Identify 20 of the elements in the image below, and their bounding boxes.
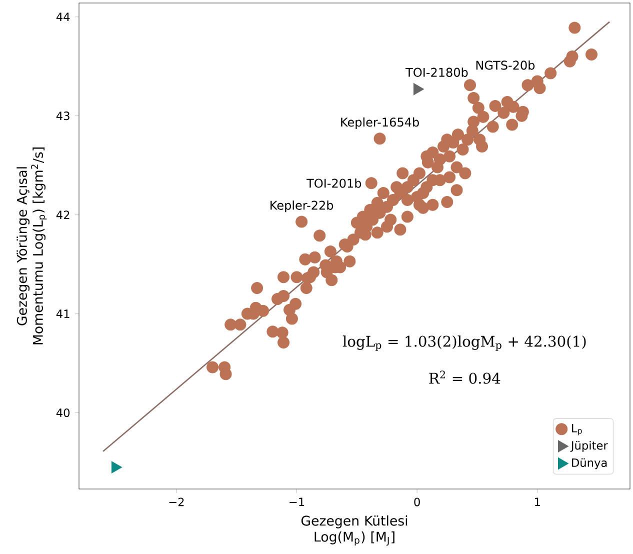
annotation: Kepler-1654b [341,117,419,129]
annotation: NGTS-20b [476,60,535,70]
annotation: logL$_{p}$ = 1.03(2)logM$_{p}$ + 42.30(1) [342,335,586,351]
legend-label: L$_{p}$ [572,424,582,436]
y-tick-label: 44 [56,12,70,21]
annotation: TOI-2180b [406,68,468,77]
y-tick-label: 42 [56,210,70,220]
y-tick-label: 43 [56,112,70,120]
legend-label: Jüpiter [570,440,608,452]
y-tick-label: 40 [56,408,70,418]
x-tick-label: −2 [169,498,184,506]
x-axis-title: Gezegen Kütlesi Log(M$_{p}$) [M$_{J}$] [301,515,408,546]
legend-label: Dünya [572,458,607,470]
annotation: Kepler-22b [270,200,334,212]
x-tick-label: −1 [290,498,304,506]
annotation: TOI-201b [306,178,362,188]
y-tick-label: 41 [56,310,70,318]
annotation: R$^{2}$ = 0.94 [429,370,500,384]
x-tick-label: 0 [414,498,420,506]
x-tick-label: 1 [535,498,540,506]
